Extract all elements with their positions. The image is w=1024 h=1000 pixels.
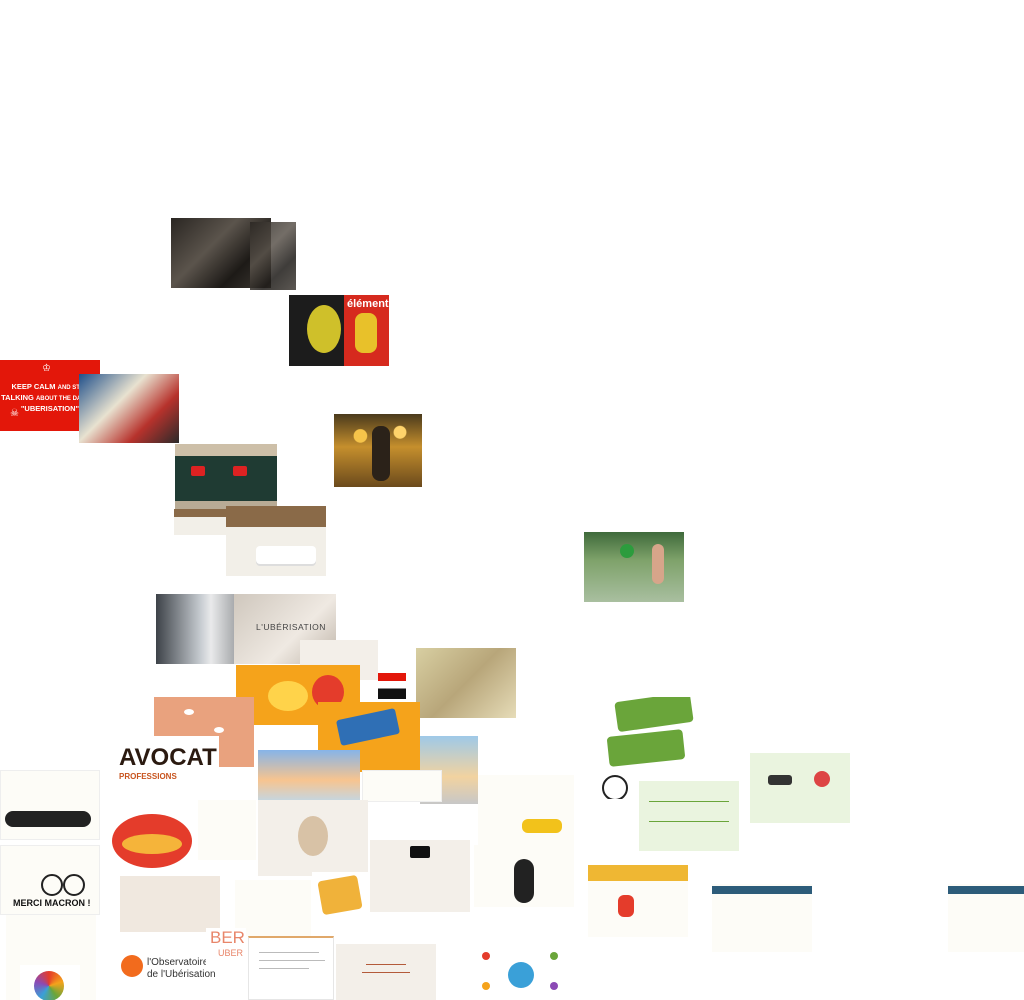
crown-icon: ♔ xyxy=(42,363,51,374)
observatoire-line1: l'Observatoire xyxy=(147,957,209,968)
cartoon-merci-macron: MERCI MACRON ! xyxy=(0,845,100,915)
uber-fragment-1: BER xyxy=(210,928,245,947)
illustration-mechanical xyxy=(79,374,179,443)
avocat-word-cloud: AVOCAT PROFESSIONS xyxy=(115,736,219,806)
cartoon-robot xyxy=(235,880,311,936)
illustration-house xyxy=(312,872,370,918)
professions-word: PROFESSIONS xyxy=(119,772,177,781)
keep-calm-line1: KEEP CALM xyxy=(11,382,56,391)
color-wheel-diagram xyxy=(20,965,80,1000)
observatoire-eye-icon xyxy=(121,955,143,977)
cartoon-crowd xyxy=(362,770,442,802)
document-page-2 xyxy=(336,944,436,1000)
photo-hotel-room xyxy=(174,509,234,535)
photo-building-door xyxy=(175,444,277,511)
uber-logo-fragment: BER UBER xyxy=(206,928,246,968)
infographic-green-2 xyxy=(639,781,739,851)
observatoire-line2: de l'Ubérisation xyxy=(147,969,216,980)
cartoon-man-sign-2 xyxy=(948,884,1024,952)
illustration-sketch-couple xyxy=(120,876,220,932)
cartoon-taxi xyxy=(478,775,574,845)
painting-historical xyxy=(416,648,516,718)
document-page-1 xyxy=(248,936,334,1000)
magazine-masthead: éléments xyxy=(347,298,389,310)
keep-calm-line3: "UBERISATION" xyxy=(20,404,80,413)
cartoon-man-sign-1 xyxy=(712,884,812,952)
photo-delivery-scooter xyxy=(584,532,684,602)
magazine-cover: éléments xyxy=(289,295,389,366)
photo-city-sky xyxy=(258,750,360,800)
cartoon-priest xyxy=(474,845,574,907)
skull-crossbones-icon: ☠ xyxy=(10,408,19,419)
cartoon-cyclist-city xyxy=(588,865,688,937)
infographic-green-1 xyxy=(750,753,850,823)
merci-macron-caption: MERCI MACRON ! xyxy=(13,898,91,908)
uberisation-title: L'UBÉRISATION xyxy=(256,622,326,632)
mindmap-diagram xyxy=(472,936,568,1000)
photo-dark-machinery-2 xyxy=(250,222,296,290)
cartoon-car-press xyxy=(0,770,100,840)
keep-calm-line1b: AND STOP xyxy=(57,385,89,391)
photo-street-night xyxy=(334,414,422,487)
photo-hotel-room-2 xyxy=(226,506,326,576)
cartoon-tophat-man xyxy=(370,840,470,912)
comic-speech-bubbles xyxy=(236,665,360,725)
uber-fragment-2: UBER xyxy=(218,948,244,958)
cartoon-sketch-face xyxy=(258,800,368,876)
avocat-word: AVOCAT xyxy=(119,744,217,771)
comic-red-circle xyxy=(108,810,198,870)
cartoon-businessman xyxy=(198,800,256,860)
keep-calm-line2b: ABOUT THE DAMNED xyxy=(35,396,99,402)
stripe-banner xyxy=(378,673,406,699)
keep-calm-line2: TALKING xyxy=(1,393,34,402)
